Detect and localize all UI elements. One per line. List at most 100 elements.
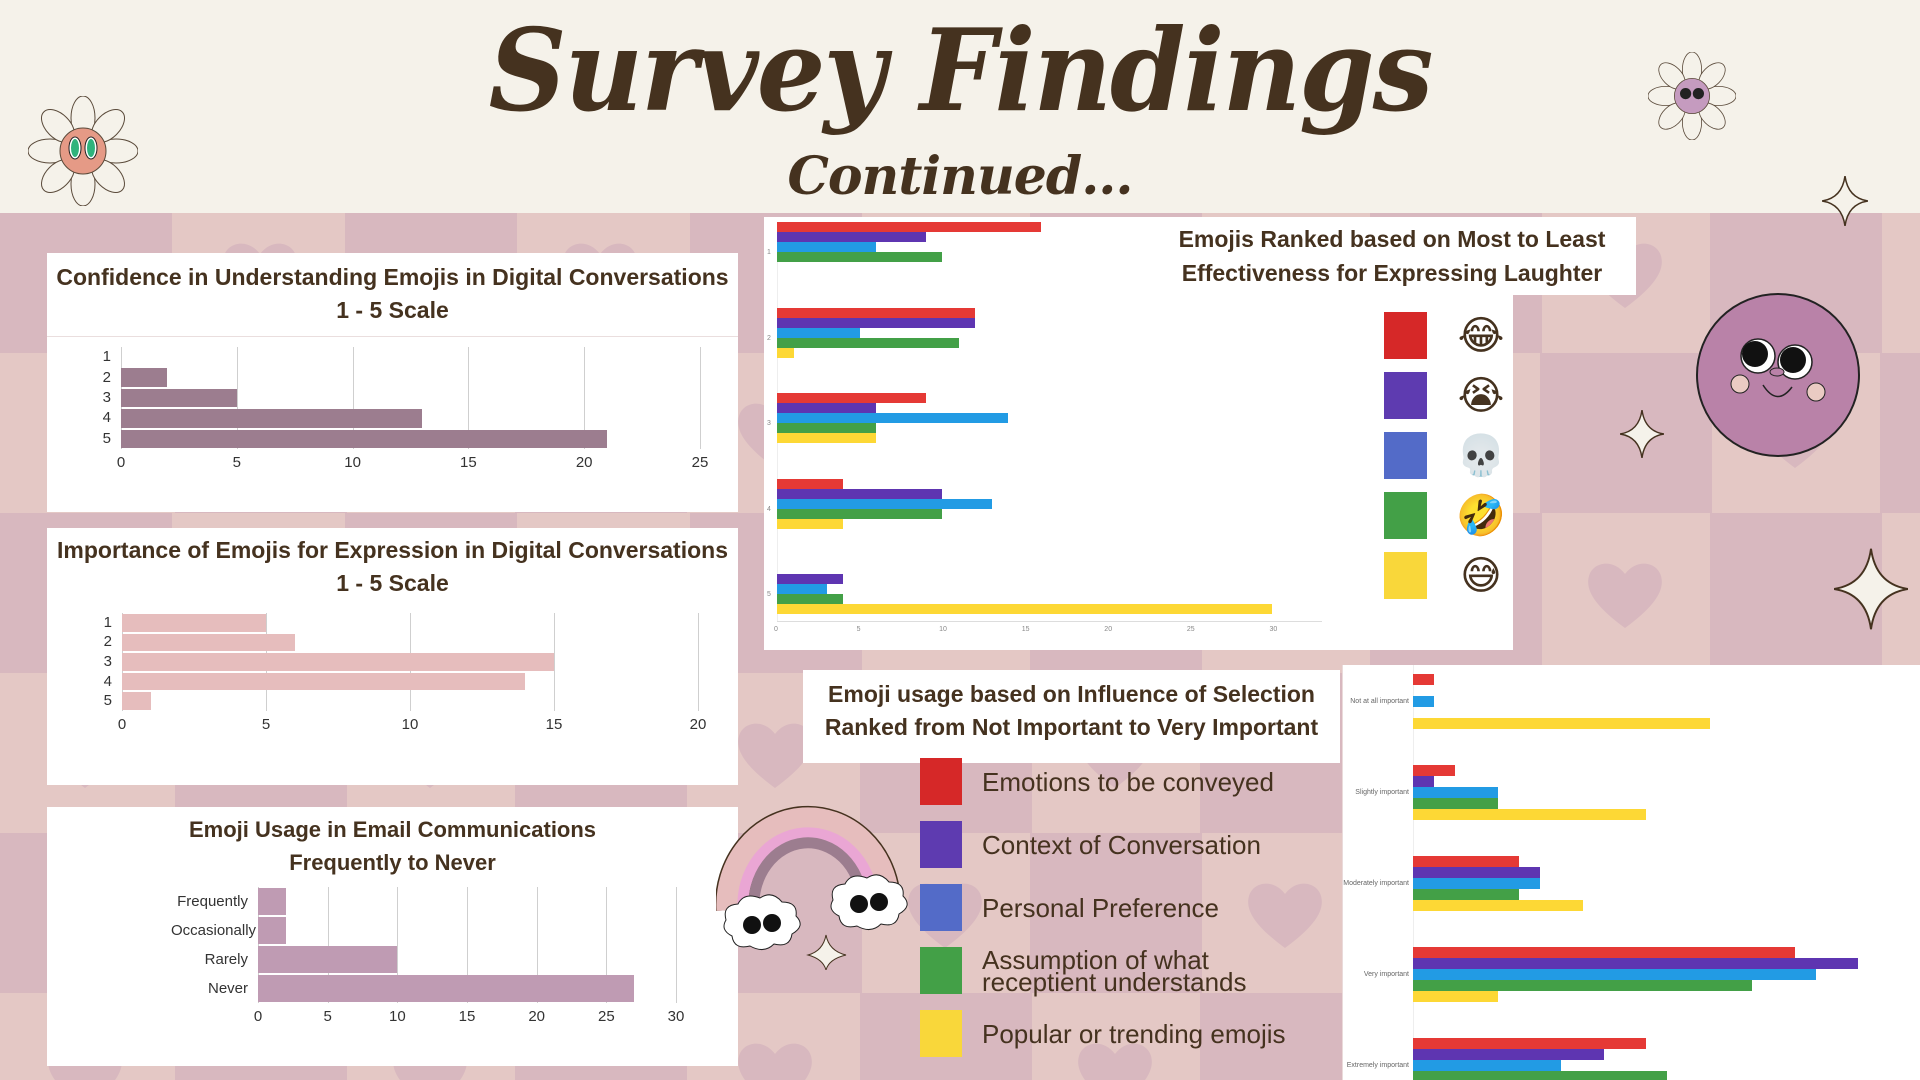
bar bbox=[777, 317, 976, 328]
x-tick-label: 20 bbox=[689, 716, 707, 733]
bar bbox=[777, 347, 794, 358]
grid-line bbox=[258, 887, 259, 1003]
bar bbox=[1413, 1049, 1604, 1060]
bar bbox=[1413, 787, 1498, 798]
skull-emoji-icon: 💀 bbox=[1456, 433, 1506, 479]
bar bbox=[1413, 889, 1519, 900]
bar bbox=[1413, 856, 1519, 867]
grid-line bbox=[676, 887, 677, 1003]
chart-title-box: Emoji usage based on Influence of Select… bbox=[803, 670, 1340, 763]
bar bbox=[777, 518, 844, 529]
divider bbox=[47, 336, 738, 337]
bar bbox=[777, 232, 926, 242]
bar bbox=[777, 413, 1009, 423]
legend-item: Personal Preference bbox=[920, 884, 1219, 931]
rainbow-icon bbox=[716, 805, 908, 970]
chart-title: Emojis Ranked based on Most to Least bbox=[1178, 226, 1606, 252]
x-tick-label: 5 bbox=[261, 716, 271, 733]
chart-subtitle: 1 - 5 Scale bbox=[336, 297, 449, 323]
grid-line bbox=[698, 613, 699, 711]
chart-subtitle: 1 - 5 Scale bbox=[336, 570, 449, 596]
bar bbox=[121, 388, 237, 408]
x-tick-label: 15 bbox=[458, 1008, 476, 1025]
bar bbox=[1413, 900, 1583, 911]
bar bbox=[777, 337, 959, 348]
bar bbox=[777, 498, 992, 509]
y-category-label: Not at all important bbox=[1350, 698, 1409, 705]
x-tick-label: 10 bbox=[939, 626, 947, 633]
legend-swatch bbox=[920, 758, 962, 805]
bar bbox=[1413, 991, 1498, 1002]
background-tile bbox=[1030, 833, 1202, 993]
bar bbox=[777, 403, 877, 413]
y-category-label: Never bbox=[207, 979, 248, 997]
y-category-label: 2 bbox=[102, 368, 111, 386]
grinning-face-with-sweat-emoji-icon: 😅 bbox=[1460, 553, 1502, 599]
x-tick-label: 25 bbox=[1186, 626, 1195, 633]
y-category-label: Slightly important bbox=[1355, 789, 1409, 796]
legend-swatch bbox=[920, 947, 962, 994]
chart-influence-panel: Not at all important Slightly important Mo… bbox=[1342, 665, 1920, 1080]
heart-icon bbox=[1245, 878, 1325, 950]
x-tick-label: 20 bbox=[1104, 626, 1113, 633]
bar bbox=[122, 672, 526, 691]
y-category-label: Occasionally bbox=[171, 921, 257, 939]
y-category-label: 2 bbox=[767, 334, 771, 342]
x-tick-label: 25 bbox=[597, 1008, 615, 1025]
bar bbox=[777, 327, 860, 338]
background-tile bbox=[1880, 353, 1920, 513]
bar bbox=[1413, 969, 1816, 980]
bar bbox=[1413, 958, 1859, 969]
bar bbox=[121, 368, 168, 387]
flower-face-icon bbox=[1648, 52, 1736, 140]
chart-legend: Emotions to be conveyed Context of Conve… bbox=[920, 758, 1340, 1080]
grid-line bbox=[397, 887, 399, 1003]
x-tick-label: 0 bbox=[253, 1008, 263, 1025]
x-tick-label: 0 bbox=[774, 626, 778, 633]
smiley-face-icon bbox=[1696, 293, 1860, 457]
grid-line bbox=[467, 887, 468, 1003]
x-tick-label: 5 bbox=[323, 1008, 332, 1025]
bar bbox=[121, 429, 608, 448]
bar bbox=[777, 393, 926, 403]
x-tick-label: 15 bbox=[1021, 626, 1030, 633]
bar bbox=[1413, 1071, 1668, 1080]
legend-swatch bbox=[920, 1010, 962, 1057]
y-category-label: 5 bbox=[103, 692, 112, 710]
legend-swatch bbox=[1384, 432, 1427, 479]
chart-subtitle: Frequently to Never bbox=[289, 850, 496, 875]
legend-label: Emotions to be conveyed bbox=[982, 766, 1274, 797]
bar bbox=[777, 574, 844, 584]
bar bbox=[777, 488, 943, 499]
bar bbox=[777, 508, 943, 519]
bar bbox=[1413, 867, 1541, 878]
grid-line bbox=[606, 887, 608, 1003]
bar bbox=[258, 888, 286, 915]
y-category-label: Very important bbox=[1363, 971, 1409, 978]
x-tick-label: 10 bbox=[344, 454, 361, 471]
chart-subtitle: Ranked from Not Important to Very Import… bbox=[824, 714, 1319, 740]
bar bbox=[777, 252, 943, 262]
x-tick-label: 0 bbox=[116, 454, 126, 471]
y-category-label: 4 bbox=[102, 409, 111, 427]
x-tick-label: 20 bbox=[528, 1008, 545, 1025]
bar bbox=[122, 614, 266, 632]
legend-swatch bbox=[920, 884, 962, 931]
grid-line bbox=[327, 887, 329, 1003]
bar bbox=[777, 433, 877, 443]
y-category-label: 1 bbox=[767, 249, 771, 256]
bar bbox=[777, 307, 976, 318]
sparkle-icon bbox=[1620, 409, 1664, 459]
chart-title: Importance of Emojis for Expression in D… bbox=[57, 537, 728, 563]
bar bbox=[122, 653, 554, 671]
bar bbox=[777, 222, 1042, 232]
bar bbox=[1413, 674, 1435, 685]
grid-line bbox=[236, 347, 238, 449]
legend-swatch bbox=[1384, 372, 1427, 419]
chart-title: Emoji usage based on Influence of Select… bbox=[828, 681, 1315, 707]
bar bbox=[1413, 980, 1753, 991]
chart-subtitle: Effectiveness for Expressing Laughter bbox=[1181, 260, 1603, 286]
y-category-label: 3 bbox=[102, 389, 111, 406]
bar bbox=[777, 594, 844, 604]
bar bbox=[1413, 878, 1541, 889]
